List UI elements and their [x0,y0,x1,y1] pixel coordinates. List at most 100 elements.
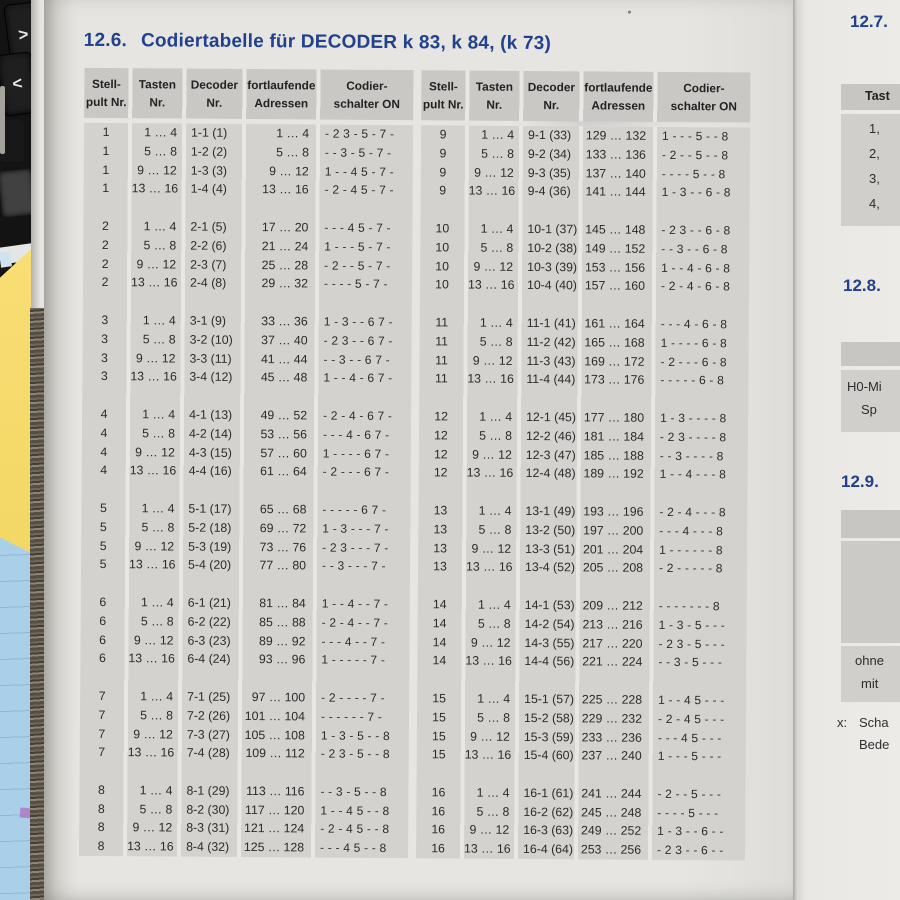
cell-decoder: 4-2 (14) [188,426,233,441]
page-edge-stack [30,308,46,900]
cell-stellpult: 10 [435,258,450,273]
cell-adressen: 229 … 232 [581,711,643,726]
tasten-row: 2, [869,146,880,161]
cell-stellpult: 6 [99,632,107,647]
column-header-decoder: Decoder Nr. [523,78,579,115]
cell-decoder: 7-1 (25) [187,689,231,704]
cell-stellpult: 10 [435,277,449,292]
ohne-mit-box: ohne mit [841,646,900,702]
cell-stellpult: 12 [434,409,448,424]
cell-tasten: 13 … 16 [130,275,178,290]
column-header-stellpult: Stell-pult Nr. [84,75,128,112]
cell-decoder: 12-1 (45) [526,409,577,425]
cell-codierschalter: - - - - - - - 8 [658,598,720,614]
cell-stellpult: 1 [102,143,110,158]
cell-adressen: 57 … 60 [260,445,307,460]
cell-decoder: 10-4 (40) [526,278,577,293]
block-spacer [419,388,748,409]
cell-codierschalter: - 2 3 - 5 - - - [658,636,725,651]
cell-codierschalter: 1 - - - 5 - - 8 [662,128,729,144]
cell-stellpult: 1 [102,124,110,140]
tasten-row: 1, [869,121,880,136]
cell-stellpult: 13 [433,522,448,537]
cell-stellpult: 16 [431,785,446,800]
footnote: x: Scha Bede [837,712,889,756]
cell-adressen: 241 … 244 [581,786,642,801]
cell-stellpult: 3 [101,312,109,328]
column-header-adressen: fortlaufende Adressen [583,78,653,115]
cell-tasten: 9 … 12 [135,350,176,366]
table-m-body [841,541,900,643]
section-number: 12.6. [83,29,128,52]
cell-adressen: 249 … 252 [580,823,642,839]
cell-decoder: 6-3 (23) [187,633,231,648]
cell-adressen: 113 … 116 [246,783,305,799]
block-spacer [420,294,749,315]
cell-decoder: 9-2 (34) [527,146,572,162]
cell-codierschalter: - - - 4 - - - 8 [659,523,724,539]
cell-adressen: 233 … 236 [581,729,642,745]
cell-adressen: 185 … 188 [583,447,644,463]
column-header-line: schalter ON [670,98,737,114]
column-header-line: schalter ON [333,96,400,112]
column-header-decoder: Decoder Nr. [186,75,242,112]
cell-stellpult: 7 [98,726,106,741]
table-b-cell-line1: H0-Mi [847,379,882,394]
section-title: 12.6. Codiertabelle für DECODER k 83, k 8… [84,30,551,55]
block-spacer [417,670,746,691]
cell-codierschalter: - - 3 - 5 - - 8 [320,784,387,799]
cell-adressen: 173 … 176 [584,372,645,388]
cell-codierschalter: 1 - - 4 5 - - 8 [320,803,390,818]
cell-decoder: 5-1 (17) [188,501,232,516]
column-header-line: pult Nr. [422,97,464,112]
cell-stellpult: 14 [432,653,447,668]
cell-stellpult: 16 [431,803,446,819]
cell-adressen: 197 … 200 [583,523,644,538]
cell-adressen: 21 … 24 [261,238,309,254]
cell-adressen: 165 … 168 [584,335,645,350]
column-header-line: Stell- [91,76,121,91]
cell-tasten: 13 … 16 [129,463,177,478]
cell-decoder: 6-4 (24) [187,651,231,667]
column-header-tasten: Tasten Nr. [132,75,182,112]
cell-adressen: 125 … 128 [243,840,305,855]
cell-stellpult: 16 [431,841,445,856]
cell-stellpult: 3 [100,369,108,384]
cell-stellpult: 4 [100,463,108,478]
cell-codierschalter: 1 - - 4 - - - 8 [659,467,727,482]
cell-stellpult: 10 [435,221,450,236]
cell-stellpult: 10 [435,240,450,255]
section-12-8-heading: 12.8. [843,276,881,295]
cell-adressen: 141 … 144 [585,184,646,200]
cell-decoder: 7-4 (28) [186,745,230,761]
cell-codierschalter: - 2 - 4 - - 7 - [321,615,389,630]
cell-tasten: 9 … 12 [470,729,510,744]
page-content: 12.6. Codiertabelle für DECODER k 83, k 8… [38,0,794,900]
cell-codierschalter: - 2 3 - - 6 7 - [323,333,393,348]
cell-decoder: 5-2 (18) [188,520,232,535]
cell-codierschalter: - - - - 5 - 7 - [323,276,388,292]
cell-tasten: 9 … 12 [133,726,173,741]
cell-stellpult: 7 [98,707,106,722]
cell-codierschalter: - 2 - - - 6 - 8 [660,354,727,369]
cell-adressen: 97 … 100 [251,689,306,705]
cell-adressen: 53 … 56 [260,426,308,442]
cell-adressen: 201 … 204 [582,541,644,557]
cell-codierschalter: 1 - - - - 6 - 8 [660,335,728,351]
table-m-header: M [841,510,900,538]
column-header-adressen: fortlaufende Adressen [246,76,316,113]
cell-codierschalter: 1 - - - 5 - - - [657,749,722,764]
table-b-header: B [841,342,900,366]
cell-stellpult: 5 [99,519,107,534]
column-header-line: fortlaufende [247,77,316,93]
cell-decoder: 12-3 (47) [525,447,576,462]
cell-adressen: 157 … 160 [584,278,646,294]
cell-decoder: 3-3 (11) [189,351,232,366]
key-edge-highlight [0,86,5,154]
block-spacer [83,198,412,219]
cell-adressen: 193 … 196 [583,504,644,519]
table-header-row: Stell-pult Nr. Tasten Nr. Decoder Nr. fortlau… [421,70,751,123]
cell-codierschalter: - 2 - 4 - 6 7 - [323,408,393,423]
cell-adressen: 209 … 212 [582,598,643,613]
